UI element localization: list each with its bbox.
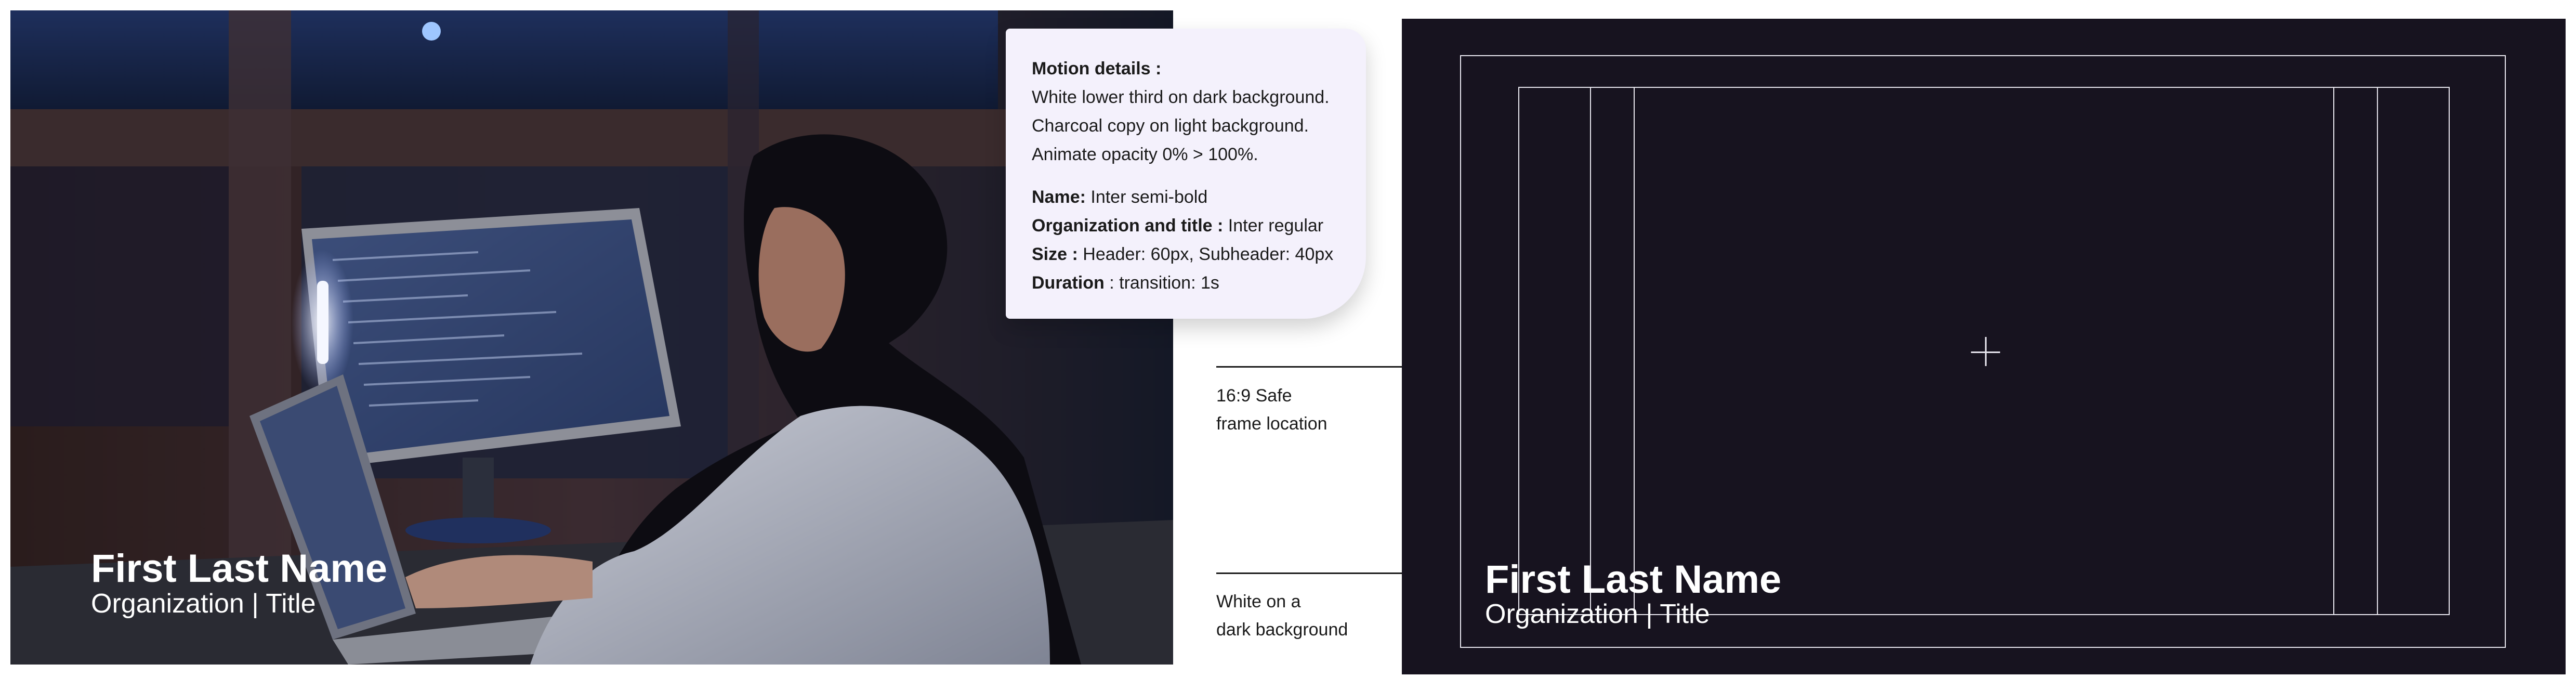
example-photo: First Last Name Organization | Title	[10, 10, 1173, 665]
motion-details-card: Motion details : White lower third on da…	[1006, 29, 1366, 319]
safe-guide-line	[1590, 87, 1591, 615]
motion-note: Animate opacity 0% > 100%.	[1032, 145, 1258, 164]
office-scene-illustration	[10, 10, 1173, 665]
spec-name: Name: Inter semi-bold	[1032, 187, 1208, 207]
safe-guide-line	[2377, 87, 2378, 615]
safe-frame-inner	[1518, 87, 2450, 615]
safe-frame-diagram: First Last Name Organization | Title	[1402, 19, 2566, 674]
motion-note: White lower third on dark background.	[1032, 87, 1330, 107]
center-crosshair-icon	[1985, 337, 1987, 366]
motion-details-heading: Motion details :	[1032, 59, 1162, 79]
background-pointer-line	[1216, 572, 1476, 574]
lower-third-organization-title: Organization | Title	[91, 589, 316, 619]
lower-third-organization-title: Organization | Title	[1485, 599, 1710, 629]
spec-organization-title: Organization and title : Inter regular	[1032, 216, 1324, 236]
safe-frame-outer	[1460, 55, 2506, 648]
spec-size: Size : Header: 60px, Subheader: 40px	[1032, 244, 1334, 264]
safe-frame-callout: 16:9 Safe frame location	[1216, 386, 1328, 434]
safe-frame-pointer-line	[1216, 366, 1456, 368]
safe-guide-line	[1634, 87, 1635, 615]
lower-third-name: First Last Name	[91, 546, 388, 591]
lower-third-name: First Last Name	[1485, 557, 1782, 602]
motion-note: Charcoal copy on light background.	[1032, 116, 1309, 136]
background-callout: White on a dark background	[1216, 592, 1348, 640]
safe-guide-line	[2333, 87, 2334, 615]
spec-duration: Duration : transition: 1s	[1032, 273, 1219, 293]
